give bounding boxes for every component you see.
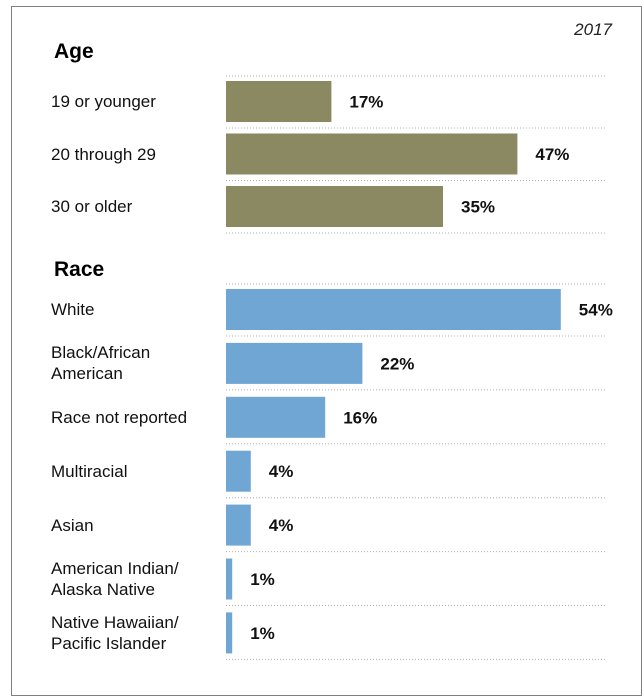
race-category-label-american-indian-alaska-native: American Indian/Alaska Native <box>51 558 179 600</box>
bar-chart: 17% 47% 35% 54% 22% 16% 4% 4% 1% 1% <box>226 75 613 660</box>
age-category-label-30-or-older: 30 or older <box>51 196 132 217</box>
race-section-title: Race <box>54 258 105 281</box>
category-label-line: Multiracial <box>51 461 128 481</box>
age-value-label-30-or-older: 35% <box>461 198 495 217</box>
age-bar-20-through-29 <box>226 133 518 175</box>
race-value-label-white: 54% <box>579 301 613 320</box>
category-label-line: Alaska Native <box>51 580 155 599</box>
category-label-line: White <box>51 300 95 319</box>
age-value-label-19-or-younger: 17% <box>349 93 383 112</box>
category-label-line: American Indian/ <box>51 559 179 578</box>
race-category-label-black-african-american: Black/African American <box>51 342 150 384</box>
category-label-line: Race not reported <box>51 407 188 427</box>
age-value-label-20-through-29: 47% <box>535 145 569 164</box>
race-bar-native-hawaiian-pacific-islander <box>226 612 233 654</box>
category-label-line: Native Hawaiian/ <box>51 612 179 632</box>
race-category-label-multiracial: Multiracial <box>51 461 128 482</box>
race-bar-white <box>226 289 561 330</box>
category-label-line: 30 or older <box>51 197 133 216</box>
race-bar-black-african-american <box>226 342 363 384</box>
category-label-line: American <box>51 364 123 384</box>
race-value-label-american-indian-alaska-native: 1% <box>250 570 275 589</box>
race-value-label-race-not-reported: 16% <box>343 408 377 427</box>
race-bar-asian <box>226 504 251 546</box>
race-category-label-native-hawaiian-pacific-islander: Native Hawaiian/Pacific Islander <box>51 612 179 654</box>
category-label-line: Pacific Islander <box>51 633 167 653</box>
category-label-line: 19 or younger <box>51 92 156 111</box>
race-bar-multiracial <box>226 450 251 492</box>
race-value-label-asian: 4% <box>269 516 294 535</box>
race-bar-american-indian-alaska-native <box>226 558 233 600</box>
race-value-label-black-african-american: 22% <box>380 354 414 373</box>
category-label-line: Black/African <box>51 343 151 363</box>
age-category-label-20-through-29: 20 through 29 <box>51 144 156 165</box>
category-label-line: 20 through 29 <box>51 144 156 164</box>
category-label-line: Asian <box>51 515 94 535</box>
age-category-label-19-or-younger: 19 or younger <box>51 91 156 112</box>
age-bar-30-or-older <box>226 186 443 227</box>
race-category-label-white: White <box>51 299 94 320</box>
race-category-label-asian: Asian <box>51 515 94 536</box>
age-bar-19-or-younger <box>226 81 332 122</box>
year-label: 2017 <box>574 20 612 39</box>
race-bar-race-not-reported <box>226 396 326 438</box>
race-value-label-multiracial: 4% <box>269 462 294 481</box>
race-value-label-native-hawaiian-pacific-islander: 1% <box>250 624 275 643</box>
race-category-label-race-not-reported: Race not reported <box>51 407 187 428</box>
age-section-title: Age <box>54 40 94 63</box>
